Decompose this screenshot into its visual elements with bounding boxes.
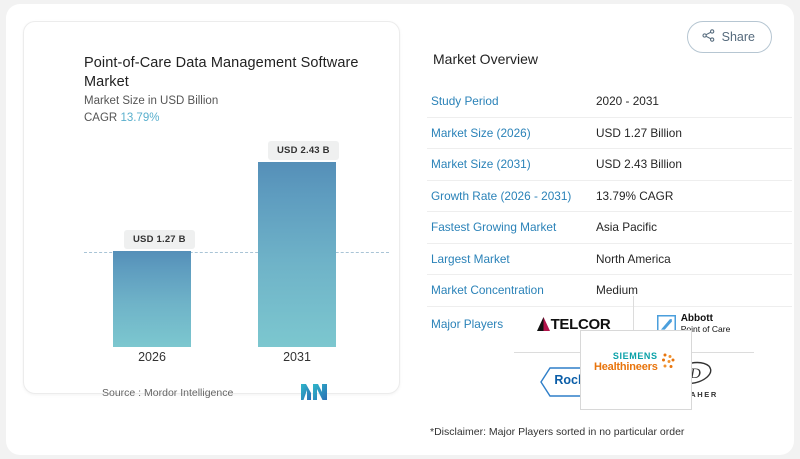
- row-value: Medium: [596, 283, 638, 298]
- chart-cagr: CAGR 13.79%: [84, 112, 159, 124]
- table-row: Market Size (2026) USD 1.27 Billion: [427, 118, 792, 149]
- bar-2031: [258, 162, 336, 347]
- row-key: Largest Market: [431, 251, 510, 266]
- bar-label-2031: USD 2.43 B: [268, 141, 339, 160]
- major-players-logo-grid: TELCOR Abbott Point of Care Roche: [514, 296, 754, 410]
- players-disclaimer: *Disclaimer: Major Players sorted in no …: [430, 426, 685, 438]
- row-value: North America: [596, 251, 671, 266]
- row-key: Market Concentration: [431, 283, 544, 298]
- row-key: Study Period: [431, 94, 499, 109]
- table-row: Growth Rate (2026 - 2031) 13.79% CAGR: [427, 181, 792, 212]
- chart-source: Source : Mordor Intelligence: [102, 387, 234, 399]
- page-card: Point-of-Care Data Management Software M…: [6, 4, 794, 455]
- row-value: USD 2.43 Billion: [596, 157, 682, 172]
- healthineers-dots-icon: [661, 353, 675, 368]
- major-players-row: Major Players: [427, 307, 792, 341]
- table-row: Study Period 2020 - 2031: [427, 86, 792, 118]
- row-key: Market Size (2031): [431, 157, 531, 172]
- share-nodes-icon: [702, 29, 715, 45]
- player-logo-telcor: TELCOR: [514, 296, 633, 352]
- cagr-value: 13.79%: [120, 112, 160, 124]
- player-logo-healthineers-text: Healthineers: [594, 361, 658, 373]
- player-logo-telcor-text: TELCOR: [550, 315, 611, 333]
- bar-2026: [113, 251, 191, 347]
- chart-subtitle: Market Size in USD Billion: [84, 95, 219, 107]
- player-logo-siemens-text: SIEMENS: [612, 351, 658, 361]
- table-row: Market Concentration Medium: [427, 275, 792, 307]
- cagr-label: CAGR: [84, 112, 118, 124]
- table-row: Market Size (2031) USD 2.43 Billion: [427, 149, 792, 181]
- x-tick-2031: 2031: [283, 350, 311, 364]
- market-overview-heading: Market Overview: [433, 51, 539, 67]
- row-key: Market Size (2026): [431, 125, 531, 140]
- chart-card: Point-of-Care Data Management Software M…: [23, 21, 400, 400]
- bar-chart-plot: USD 1.27 B USD 2.43 B 2026 2031: [84, 132, 389, 364]
- x-tick-2026: 2026: [138, 350, 166, 364]
- svg-text:D: D: [689, 366, 701, 382]
- row-key: Fastest Growing Market: [431, 220, 557, 235]
- share-button-label: Share: [721, 30, 755, 44]
- player-logo-abbott-text: Abbott: [680, 313, 713, 324]
- table-row: Largest Market North America: [427, 244, 792, 275]
- player-logo-danaher-text: DANAHER: [669, 390, 718, 399]
- row-key: Growth Rate (2026 - 2031): [431, 188, 572, 203]
- row-value: Asia Pacific: [596, 220, 657, 235]
- chart-title: Point-of-Care Data Management Software M…: [84, 55, 359, 90]
- major-players-label: Major Players: [431, 316, 504, 331]
- bar-label-2026: USD 1.27 B: [124, 230, 195, 249]
- mordor-intelligence-logo: [301, 384, 327, 400]
- share-button[interactable]: Share: [686, 21, 772, 53]
- market-overview-table: Study Period 2020 - 2031 Market Size (20…: [427, 86, 792, 341]
- chart-gridline: [84, 252, 389, 253]
- row-value: 13.79% CAGR: [596, 188, 674, 203]
- player-logo-abbott-subtext: Point of Care: [680, 324, 731, 334]
- table-row: Fastest Growing Market Asia Pacific: [427, 212, 792, 244]
- row-value: 2020 - 2031: [596, 94, 659, 109]
- player-logo-siemens-healthineers: SIEMENS Healthineers: [580, 330, 692, 410]
- row-value: USD 1.27 Billion: [596, 125, 682, 140]
